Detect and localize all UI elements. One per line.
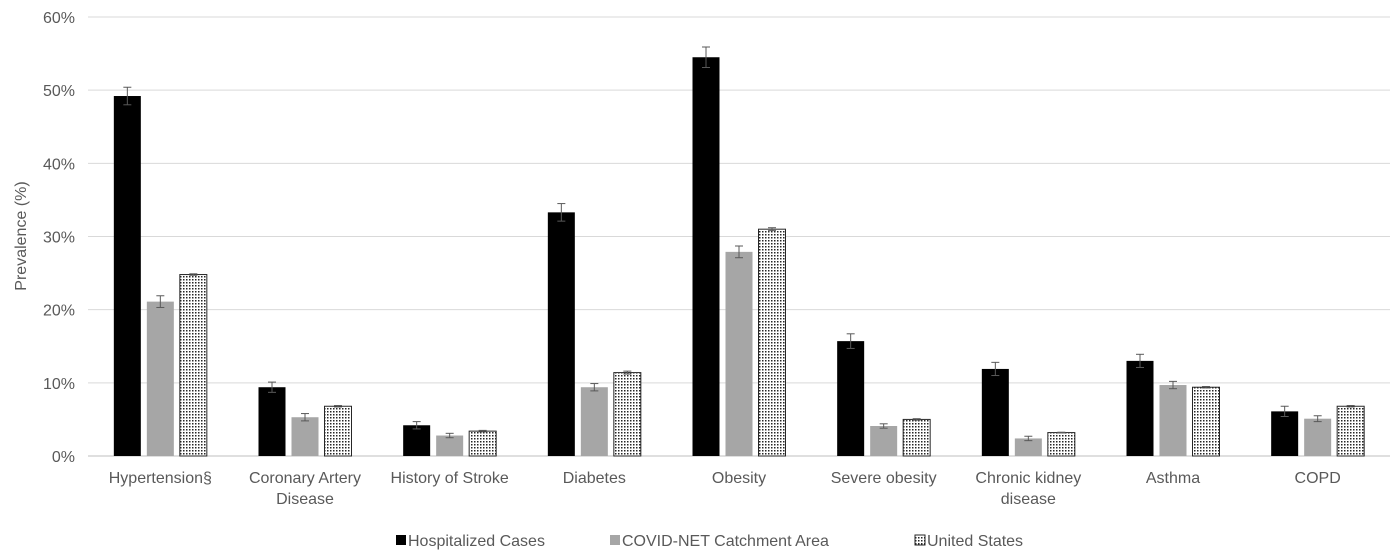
legend: Hospitalized Cases COVID-NET Catchment Ar… [396,533,1023,550]
x-category-label: Hypertension§ [109,470,212,487]
bar-united-states [468,430,497,457]
error-bar-covid-net-catchment-area [1169,380,1177,390]
legend-item-united-states: United States [914,533,1023,550]
error-bar-united-states [912,418,921,421]
x-category-label: Obesity [712,470,766,487]
y-tick-label: 50% [43,83,75,100]
bar-united-states [1336,405,1365,457]
legend-swatch [914,534,926,546]
x-category-label: Severe obesity [831,470,937,487]
error-bar-covid-net-catchment-area [735,245,743,259]
bar-hospitalized-cases [547,212,575,456]
error-bar-united-states [1057,431,1066,434]
bar-hospitalized-cases [403,425,431,456]
bar-covid-net-catchment-area [146,301,174,456]
x-category-label: History of Stroke [391,470,509,487]
error-bar-united-states [1202,385,1210,389]
bars [113,57,1365,457]
bar-hospitalized-cases [692,57,720,456]
bar-hospitalized-cases [258,387,286,456]
x-category-label: Diabetes [563,470,626,487]
legend-swatch [610,535,620,545]
error-bar-hospitalized-cases [557,203,566,222]
legend-swatch [396,535,406,545]
x-category-label: COPD [1295,470,1341,487]
bar-covid-net-catchment-area [291,417,319,456]
error-bar-united-states [623,370,632,375]
bar-united-states [758,228,786,457]
error-bar-covid-net-catchment-area [590,383,599,392]
bar-hospitalized-cases [1126,360,1154,456]
y-tick-label: 0% [52,449,75,466]
error-bar-hospitalized-cases [846,333,855,349]
y-tick-label: 40% [43,156,75,173]
bar-hospitalized-cases [113,96,141,457]
y-tick-label: 60% [43,10,75,27]
bar-covid-net-catchment-area [725,251,753,456]
bar-covid-net-catchment-area [870,426,898,456]
bar-hospitalized-cases [1271,411,1299,456]
y-tick-label: 20% [43,303,75,320]
bar-covid-net-catchment-area [580,387,608,456]
x-category-label: Chronic kidney disease [975,470,1081,508]
legend-label: United States [927,533,1023,550]
error-bar-united-states [334,405,342,408]
bar-united-states [1047,432,1076,457]
bar-united-states [902,418,931,457]
error-bar-united-states [1346,405,1355,408]
error-bar-hospitalized-cases [1280,405,1289,417]
error-bar-hospitalized-cases [702,46,710,68]
bar-united-states [1192,386,1220,457]
x-category-label: Coronary Artery Disease [249,470,361,508]
error-bar-covid-net-catchment-area [445,432,454,439]
x-category-label: Asthma [1146,470,1200,487]
error-bar-covid-net-catchment-area [1024,435,1033,442]
error-bar-covid-net-catchment-area [301,413,309,422]
error-bar-united-states [768,227,776,232]
bar-hospitalized-cases [837,341,865,456]
error-bar-covid-net-catchment-area [879,423,888,429]
error-bar-hospitalized-cases [991,361,1000,377]
legend-item-covid-net-catchment-area: COVID-NET Catchment Area [610,533,829,550]
legend-label: COVID-NET Catchment Area [622,533,829,550]
bar-united-states [324,405,352,457]
legend-label: Hospitalized Cases [408,533,545,550]
error-bar-united-states [478,429,487,433]
bar-united-states [613,372,642,457]
y-axis-label: Prevalence (%) [13,181,30,290]
y-axis-tick-labels: 0% 10% 20% 30% 40% 50% 60% [43,10,75,466]
x-axis-category-labels: Hypertension§ Coronary Artery Disease Histo… [109,470,1341,508]
error-bars [123,46,1355,442]
bar-covid-net-catchment-area [1304,418,1332,456]
error-bar-hospitalized-cases [1136,353,1144,368]
error-bar-covid-net-catchment-area [1313,415,1322,423]
error-bar-covid-net-catchment-area [156,295,165,308]
error-bar-hospitalized-cases [412,421,421,430]
y-tick-label: 10% [43,376,75,393]
legend-item-hospitalized-cases: Hospitalized Cases [396,533,545,550]
bar-covid-net-catchment-area [1159,385,1187,456]
bar-covid-net-catchment-area [436,435,464,456]
error-bar-hospitalized-cases [268,381,276,393]
error-bar-united-states [189,273,198,276]
y-tick-label: 30% [43,230,75,247]
bar-hospitalized-cases [981,368,1009,456]
bar-covid-net-catchment-area [1014,438,1042,456]
bar-united-states [179,274,208,457]
error-bar-hospitalized-cases [123,86,132,106]
